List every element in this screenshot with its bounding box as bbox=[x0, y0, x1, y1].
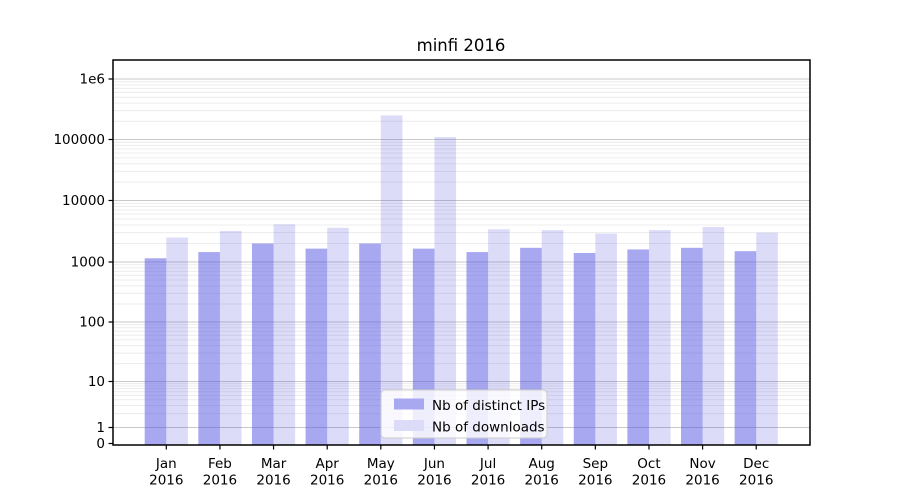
x-tick-label-year: 2016 bbox=[739, 473, 773, 489]
bar-ips-apr bbox=[305, 248, 328, 445]
chart-title: minfi 2016 bbox=[417, 36, 506, 55]
bar-ips-feb bbox=[198, 252, 220, 445]
x-tick-label-year: 2016 bbox=[310, 473, 344, 489]
y-tick-label: 10 bbox=[88, 374, 105, 390]
x-tick-label-year: 2016 bbox=[471, 473, 505, 489]
x-tick-label-year: 2016 bbox=[203, 473, 237, 489]
plot-border bbox=[112, 59, 811, 446]
x-tick-label-year: 2016 bbox=[256, 473, 290, 489]
x-tick-label-month: Mar bbox=[261, 456, 287, 472]
bar-ips-may bbox=[359, 243, 381, 445]
x-tick-label-month: Dec bbox=[743, 456, 769, 472]
bar-downloads-may bbox=[380, 115, 403, 446]
legend: Nb of distinct IPs Nb of downloads bbox=[380, 389, 548, 439]
y-tick-label: 100 bbox=[79, 315, 105, 331]
bar-ips-sep bbox=[573, 253, 596, 445]
y-tick-label: 1000 bbox=[71, 255, 105, 271]
x-tick-label-month: Apr bbox=[316, 456, 340, 472]
y-tick-label: 1 bbox=[96, 420, 105, 436]
x-tick-label-year: 2016 bbox=[525, 473, 559, 489]
y-tick-label: 1e6 bbox=[80, 72, 105, 88]
y-tick-label: 100000 bbox=[53, 132, 105, 148]
bar-downloads-aug bbox=[541, 230, 564, 445]
x-tick-label-month: Oct bbox=[637, 456, 660, 472]
y-axis-labels: 1e6 100000 10000 1000 100 10 10 bbox=[53, 72, 105, 453]
bar-downloads-mar bbox=[273, 224, 296, 445]
x-tick-label-year: 2016 bbox=[149, 473, 183, 489]
bar-downloads-jun bbox=[434, 136, 457, 446]
legend-label-ips: Nb of distinct IPs bbox=[432, 398, 545, 414]
major-gridlines bbox=[113, 78, 810, 428]
x-tick-label-month: Feb bbox=[208, 456, 232, 472]
x-tick-label-month: Sep bbox=[583, 456, 608, 472]
legend-label-downloads: Nb of downloads bbox=[432, 420, 545, 436]
bar-downloads-jan bbox=[166, 237, 188, 445]
x-tick-label-month: May bbox=[367, 456, 395, 472]
bars bbox=[144, 115, 778, 446]
y-tick-label: 10000 bbox=[62, 193, 105, 209]
legend-swatch-ips bbox=[394, 398, 424, 410]
y-tick-label: 0 bbox=[96, 436, 105, 452]
x-tick-label-year: 2016 bbox=[685, 473, 719, 489]
x-tick-label-month: Jan bbox=[155, 456, 177, 472]
x-tick-label-year: 2016 bbox=[632, 473, 666, 489]
x-tick-label-month: Jul bbox=[479, 456, 496, 472]
bar-ips-nov bbox=[681, 247, 703, 445]
bar-ips-dec bbox=[734, 251, 757, 445]
x-tick-label-month: Nov bbox=[689, 456, 715, 472]
x-tick-label-year: 2016 bbox=[364, 473, 398, 489]
bar-downloads-nov bbox=[702, 227, 725, 445]
x-axis-labels: Jan2016Feb2016Mar2016Apr2016May2016Jun20… bbox=[149, 456, 773, 489]
bar-ips-jan bbox=[144, 258, 167, 445]
x-tick-label-month: Aug bbox=[529, 456, 555, 472]
bar-downloads-sep bbox=[595, 233, 617, 445]
bar-downloads-dec bbox=[756, 232, 778, 445]
x-tick-label-month: Jun bbox=[423, 456, 445, 472]
bar-downloads-feb bbox=[219, 230, 242, 445]
bar-ips-mar bbox=[251, 243, 274, 445]
bar-downloads-oct bbox=[648, 230, 671, 445]
x-tick-label-year: 2016 bbox=[578, 473, 612, 489]
x-tick-label-year: 2016 bbox=[417, 473, 451, 489]
bar-downloads-apr bbox=[327, 227, 349, 445]
legend-swatch-downloads bbox=[394, 420, 424, 431]
bar-ips-oct bbox=[627, 249, 649, 445]
